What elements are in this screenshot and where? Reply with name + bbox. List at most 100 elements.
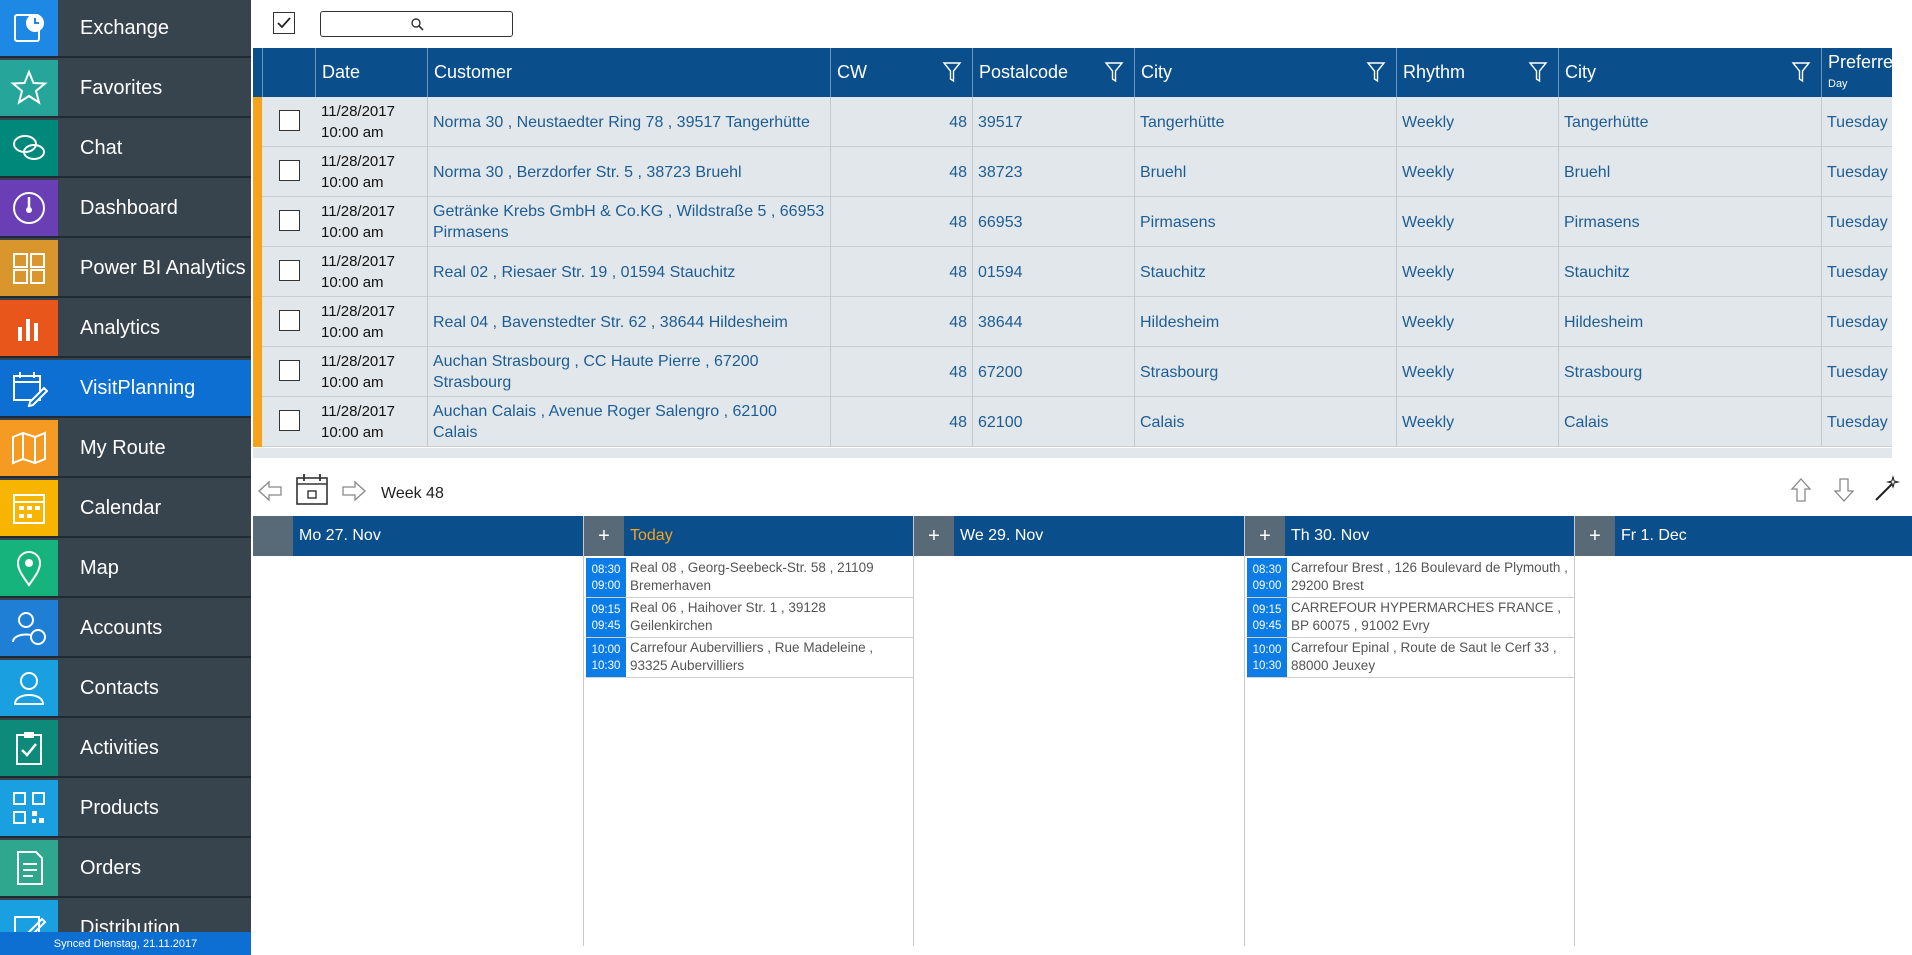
sidebar-item-label: Map (80, 556, 119, 579)
column-header-postalcode[interactable]: Postalcode (973, 48, 1135, 97)
column-header-date[interactable]: Date (316, 48, 428, 97)
calendar-picker-button[interactable] (295, 472, 329, 506)
sidebar-item-exchange[interactable]: Exchange (0, 0, 251, 58)
sidebar-item-map[interactable]: Map (0, 540, 251, 598)
start-time: 09:15 (591, 603, 621, 616)
row-checkbox[interactable] (279, 110, 300, 131)
filter-icon[interactable] (1791, 61, 1811, 83)
week-label: Week 48 (381, 485, 444, 502)
appointment[interactable]: 08:30 09:00 Real 08 , Georg-Seebeck-Str. 5… (586, 558, 913, 598)
sidebar-item-contacts[interactable]: Contacts (0, 660, 251, 718)
table-row[interactable]: 11/28/2017 10:00 am Norma 30 , Neustaedter… (253, 97, 1892, 147)
column-header-cw[interactable]: CW (831, 48, 973, 97)
visit-grid: Date Customer CW Postalcode City Rhythm … (253, 48, 1892, 458)
table-row[interactable]: 11/28/2017 10:00 am Real 02 , Riesaer Str.… (253, 247, 1892, 297)
sidebar-item-activities[interactable]: Activities (0, 720, 251, 778)
day-cell: Tuesday (1822, 97, 1892, 147)
postalcode-cell: 01594 (973, 247, 1135, 297)
sidebar-item-my-route[interactable]: My Route (0, 420, 251, 478)
cw-cell: 48 (831, 147, 973, 197)
column-header-rhythm[interactable]: Rhythm (1397, 48, 1559, 97)
row-checkbox[interactable] (279, 310, 300, 331)
previous-week-button[interactable] (257, 478, 283, 504)
rhythm-cell: Weekly (1397, 147, 1559, 197)
day-column: + Th 30. Nov 08:30 09:00 Carrefour Brest , 1… (1245, 516, 1575, 946)
row-checkbox[interactable] (279, 410, 300, 431)
column-header-customer[interactable]: Customer (428, 48, 831, 97)
filter-icon[interactable] (1104, 61, 1124, 83)
postalcode-value: 67200 (978, 363, 1023, 381)
search-input[interactable] (320, 11, 513, 37)
filter-icon[interactable] (1528, 61, 1548, 83)
day-column: + Fr 1. Dec (1575, 516, 1912, 946)
appointment[interactable]: 08:30 09:00 Carrefour Brest , 126 Boulevar… (1247, 558, 1574, 598)
date-value: 11/28/2017 (321, 103, 395, 120)
appointment[interactable]: 10:00 10:30 Carrefour Aubervilliers , Rue … (586, 638, 913, 678)
add-visit-button[interactable]: + (914, 516, 954, 556)
cw-cell: 48 (831, 247, 973, 297)
appointment-text: Carrefour Epinal , Route de Saut le Cerf… (1291, 640, 1557, 673)
sidebar-item-accounts[interactable]: Accounts (0, 600, 251, 658)
city-cell: Strasbourg (1135, 347, 1397, 397)
select-all-checkbox[interactable] (273, 12, 295, 34)
appointment-time: 09:15 09:45 (1247, 598, 1287, 637)
day-column: + Mo 27. Nov (253, 516, 584, 946)
bar-chart-icon (0, 300, 58, 356)
customer-value: Norma 30 , Berzdorfer Str. 5 , 38723 Bru… (433, 163, 742, 181)
sidebar-item-orders[interactable]: Orders (0, 840, 251, 898)
sidebar-item-power-bi-analytics[interactable]: Power BI Analytics (0, 240, 251, 298)
next-week-button[interactable] (341, 478, 367, 504)
cw-value: 48 (949, 413, 967, 431)
table-row[interactable]: 11/28/2017 10:00 am Getränke Krebs GmbH & … (253, 197, 1892, 247)
arrow-left-icon (258, 480, 282, 502)
table-row[interactable]: 11/28/2017 10:00 am Norma 30 , Berzdorfer … (253, 147, 1892, 197)
move-up-button[interactable] (1788, 476, 1814, 504)
cw-cell: 48 (831, 297, 973, 347)
table-row[interactable]: 11/28/2017 10:00 am Real 04 , Bavenstedter… (253, 297, 1892, 347)
column-header-city-2[interactable]: City (1559, 48, 1822, 97)
header-select-cell (263, 48, 316, 97)
add-visit-button[interactable]: + (584, 516, 624, 556)
end-time: 10:30 (591, 659, 621, 672)
filter-icon[interactable] (942, 61, 962, 83)
column-header-city[interactable]: City (1135, 48, 1397, 97)
table-row[interactable]: 11/28/2017 10:00 am Auchan Strasbourg , CC… (253, 347, 1892, 397)
table-row[interactable]: 11/28/2017 10:00 am Auchan Calais , Avenue… (253, 397, 1892, 447)
add-visit-button[interactable]: + (1245, 516, 1285, 556)
appointment[interactable]: 09:15 09:45 Real 06 , Haihover Str. 1 , 39… (586, 598, 913, 638)
customer-value: Auchan Strasbourg , CC Haute Pierre , 67… (433, 353, 759, 391)
row-status-marker (253, 247, 262, 297)
rhythm-value: Weekly (1402, 413, 1455, 431)
row-checkbox[interactable] (279, 210, 300, 231)
city-value: Bruehl (1140, 163, 1187, 181)
customer-cell: Norma 30 , Neustaedter Ring 78 , 39517 T… (428, 97, 831, 147)
accounts-icon (0, 600, 58, 656)
add-visit-button[interactable]: + (1575, 516, 1615, 556)
row-checkbox[interactable] (279, 360, 300, 381)
move-down-button[interactable] (1831, 476, 1857, 504)
rhythm-value: Weekly (1402, 163, 1455, 181)
sidebar-item-label: Calendar (80, 496, 162, 519)
sidebar-item-label: Favorites (80, 76, 163, 99)
row-checkbox[interactable] (279, 260, 300, 281)
sidebar-item-visitplanning[interactable]: VisitPlanning (0, 360, 251, 418)
sidebar-item-chat[interactable]: Chat (0, 120, 251, 178)
visit-planning-icon (0, 360, 58, 416)
end-time: 09:45 (1252, 619, 1282, 632)
appointment[interactable]: 09:15 09:45 CARREFOUR HYPERMARCHES FRANCE … (1247, 598, 1574, 638)
filter-icon[interactable] (1366, 61, 1386, 83)
time-value: 10:00 am (321, 174, 384, 191)
sidebar-item-dashboard[interactable]: Dashboard (0, 180, 251, 238)
sidebar-item-favorites[interactable]: Favorites (0, 60, 251, 118)
appointment[interactable]: 10:00 10:30 Carrefour Epinal , Route de Sa… (1247, 638, 1574, 678)
arrow-up-icon (1790, 478, 1812, 502)
date-value: 11/28/2017 (321, 203, 395, 220)
sidebar-item-calendar[interactable]: Calendar (0, 480, 251, 538)
column-header-preferred-day[interactable]: Preferre Day (1822, 48, 1892, 97)
auto-plan-button[interactable] (1872, 474, 1902, 504)
sidebar-item-products[interactable]: Products (0, 780, 251, 838)
day-header: + We 29. Nov (914, 516, 1244, 556)
sidebar-item-analytics[interactable]: Analytics (0, 300, 251, 358)
row-checkbox[interactable] (279, 160, 300, 181)
contact-icon (0, 660, 58, 716)
